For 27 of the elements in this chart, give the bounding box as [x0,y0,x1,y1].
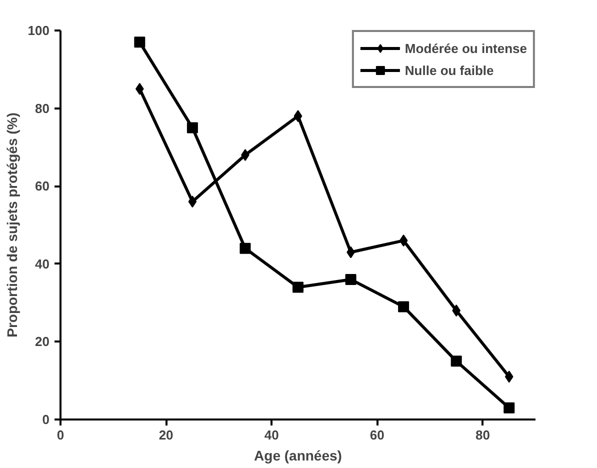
point [398,301,410,312]
x-tick-label: 80 [475,428,490,442]
y-tick-label: 40 [35,256,50,272]
y-axis-title: Proportion de sujets protégés (%) [4,112,20,338]
legend-label: Modérée ou intense [404,40,527,56]
point [450,356,462,367]
x-axis-title: Age (années) [254,448,342,464]
point [134,36,146,48]
y-tick-label: 80 [35,100,50,116]
y-tick-label: 100 [28,23,50,38]
point [188,196,197,208]
point [292,282,304,293]
point [399,234,408,247]
point [240,242,251,254]
point [345,274,356,285]
y-tick-label: 20 [35,334,50,350]
x-tick-label: 40 [264,428,279,442]
x-tick-label: 20 [158,428,174,442]
x-tick-label: 60 [370,428,384,442]
point [504,402,515,414]
point [294,110,302,122]
x-tick-label: 0 [56,428,64,442]
y-tick-label: 60 [35,178,50,194]
point [186,122,198,134]
point [504,370,514,383]
y-tick-label: 0 [42,412,50,427]
legend-label: Nulle ou faible [404,62,494,78]
